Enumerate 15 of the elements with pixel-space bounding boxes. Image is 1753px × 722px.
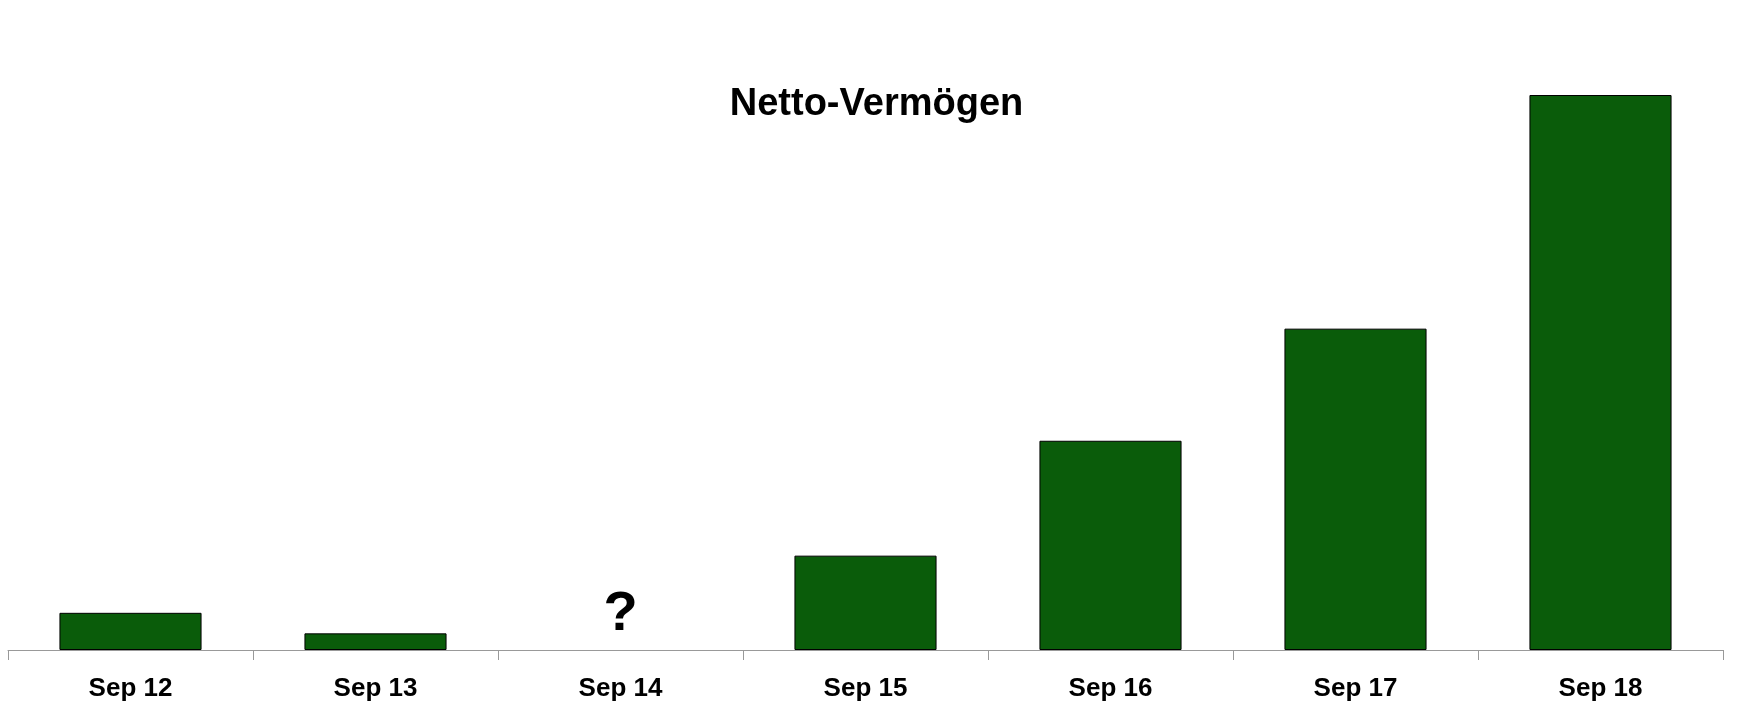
x-tick-label: Sep 17 xyxy=(1313,672,1398,702)
bar xyxy=(1039,440,1182,650)
x-tick-label: Sep 13 xyxy=(333,672,418,702)
bar xyxy=(1284,328,1427,650)
bar xyxy=(59,612,202,650)
x-tick-label: Sep 16 xyxy=(1068,672,1153,702)
x-tick-label: Sep 12 xyxy=(88,672,173,702)
x-tick-label: Sep 18 xyxy=(1558,672,1643,702)
chart-title: Netto-Vermögen xyxy=(729,81,1024,123)
bar xyxy=(794,555,937,650)
x-tick-label: Sep 15 xyxy=(823,672,908,702)
bar xyxy=(304,633,447,650)
annotation: ? xyxy=(603,578,638,642)
bar xyxy=(1529,95,1672,650)
x-tick-label: Sep 14 xyxy=(578,672,663,702)
